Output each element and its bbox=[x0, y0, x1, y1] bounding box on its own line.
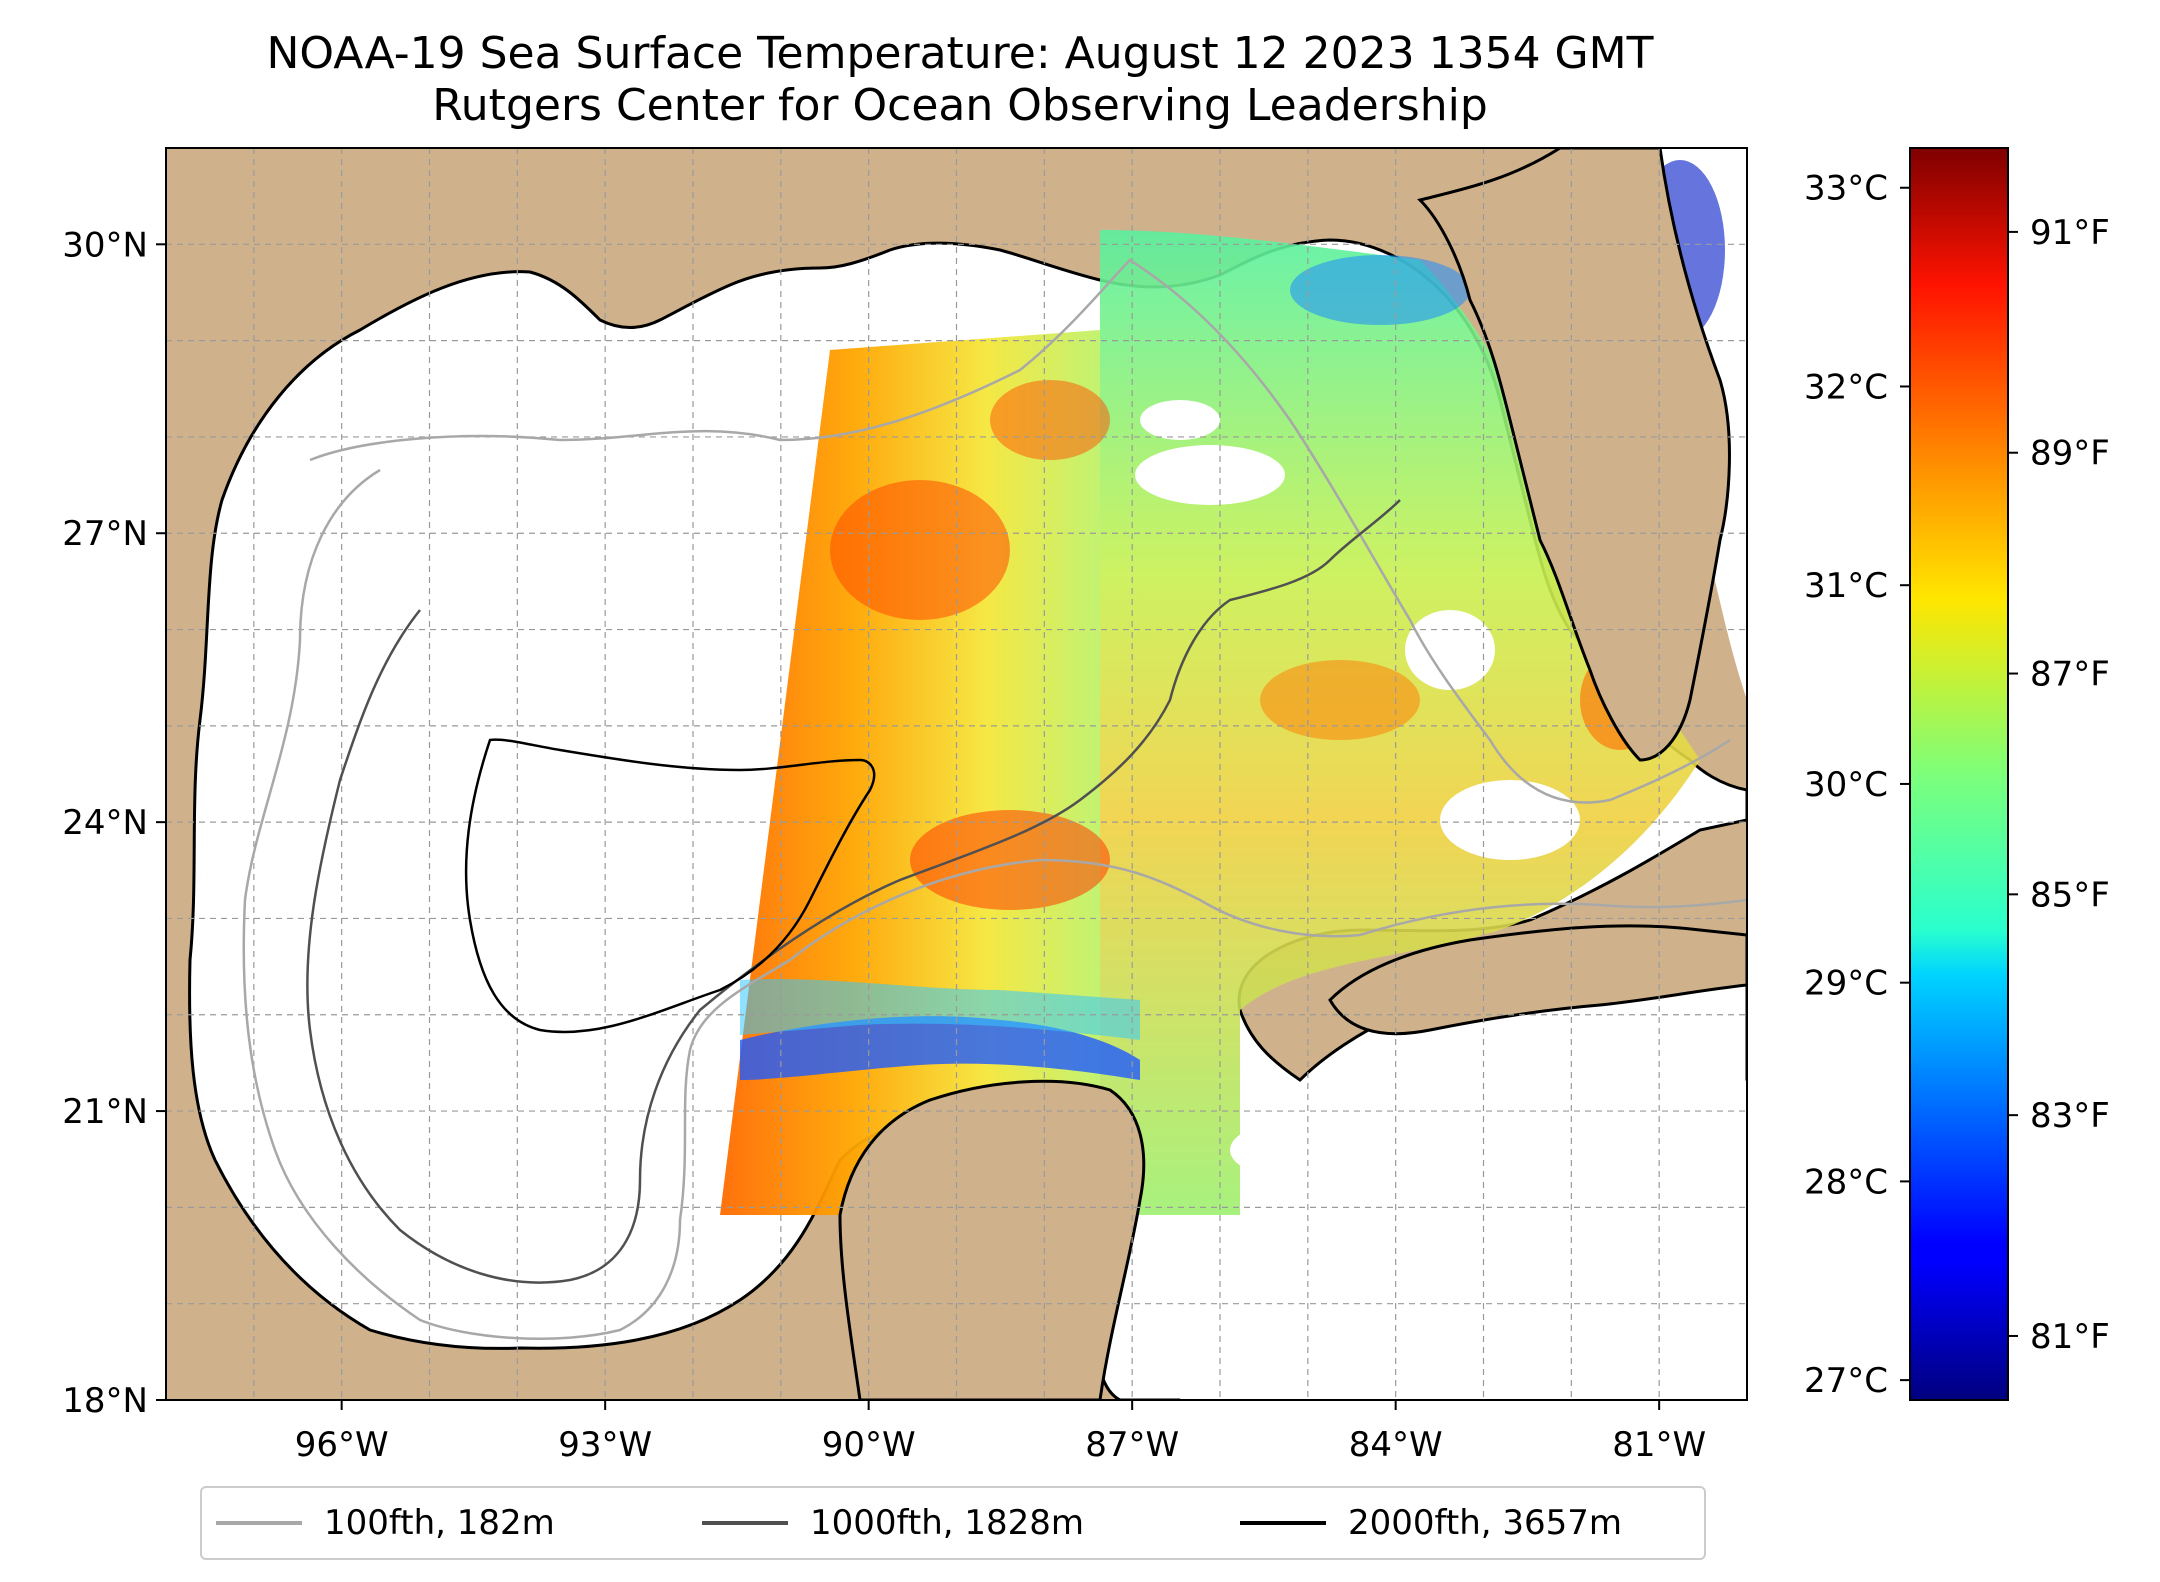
sst-warm-patch bbox=[910, 810, 1110, 910]
colorbar-celsius-label: 32°C bbox=[1804, 367, 1888, 407]
longitude-axis: 96°W 93°W 90°W 87°W 84°W 81°W bbox=[295, 1400, 1706, 1465]
colorbar-celsius-label: 30°C bbox=[1804, 765, 1888, 805]
lat-tick-label: 21°N bbox=[62, 1092, 148, 1132]
latitude-axis: 30°N 27°N 24°N 21°N 18°N bbox=[62, 225, 166, 1421]
sst-cool-patch bbox=[1290, 255, 1470, 325]
legend-entry-2000fth: 2000fth, 3657m bbox=[1240, 1488, 1622, 1558]
colorbar-fahrenheit-label: 87°F bbox=[2030, 655, 2110, 695]
lon-tick-label: 81°W bbox=[1612, 1425, 1706, 1465]
map-title: NOAA-19 Sea Surface Temperature: August … bbox=[266, 28, 1654, 79]
colorbar-celsius-label: 29°C bbox=[1804, 964, 1888, 1004]
map-frame bbox=[165, 147, 1748, 1401]
legend-label-100fth: 100fth, 182m bbox=[324, 1503, 555, 1543]
colorbar-scale bbox=[1909, 147, 2009, 1401]
colorbar-celsius-label: 33°C bbox=[1804, 169, 1888, 209]
contour-100fth bbox=[242, 468, 1747, 1340]
cloud-gap bbox=[1440, 780, 1580, 860]
colorbar-celsius-label: 31°C bbox=[1804, 566, 1888, 606]
legend-entry-1000fth: 1000fth, 1828m bbox=[702, 1488, 1084, 1558]
colorbar-fahrenheit-axis: 81°F 83°F 85°F 87°F 89°F 91°F bbox=[2008, 213, 2110, 1357]
colorbar-celsius-label: 27°C bbox=[1804, 1361, 1888, 1401]
legend-entry-100fth: 100fth, 182m bbox=[216, 1488, 555, 1558]
yucatan-land bbox=[838, 1079, 1146, 1400]
cloud-gap bbox=[1140, 400, 1220, 440]
lat-tick-label: 18°N bbox=[62, 1381, 148, 1421]
contour-legend: 100fth, 182m 1000fth, 1828m 2000fth, 365… bbox=[200, 1486, 1706, 1560]
legend-label-1000fth: 1000fth, 1828m bbox=[810, 1503, 1085, 1543]
lat-tick-label: 24°N bbox=[62, 803, 148, 843]
colorbar-fahrenheit-label: 89°F bbox=[2030, 434, 2110, 474]
cuba-land bbox=[1328, 924, 1747, 1036]
legend-swatch-100fth bbox=[216, 1521, 302, 1525]
lon-tick-label: 96°W bbox=[295, 1425, 389, 1465]
lat-tick-label: 27°N bbox=[62, 514, 148, 554]
colorbar-celsius-label: 28°C bbox=[1804, 1162, 1888, 1202]
legend-label-2000fth: 2000fth, 3657m bbox=[1348, 1503, 1623, 1543]
map-subtitle: Rutgers Center for Ocean Observing Leade… bbox=[432, 80, 1488, 131]
colorbar-celsius-axis: 27°C 28°C 29°C 30°C 31°C 32°C 33°C bbox=[1804, 169, 1910, 1401]
lon-tick-label: 90°W bbox=[822, 1425, 916, 1465]
cloud-gap bbox=[1405, 610, 1495, 690]
florida-land bbox=[1417, 148, 1731, 762]
lon-tick-label: 87°W bbox=[1085, 1425, 1179, 1465]
cloud-gap bbox=[1135, 445, 1285, 505]
colorbar-fahrenheit-label: 85°F bbox=[2030, 875, 2110, 915]
map-area bbox=[166, 148, 1747, 1400]
legend-swatch-2000fth bbox=[1240, 1521, 1326, 1525]
colorbar-fahrenheit-label: 83°F bbox=[2030, 1096, 2110, 1136]
sst-cyan-band bbox=[740, 978, 1140, 1040]
sst-cool-band bbox=[740, 1016, 1140, 1080]
sst-warm-patch bbox=[1260, 660, 1420, 740]
contour-100fth-north bbox=[309, 258, 1731, 804]
sst-warm-patch bbox=[990, 380, 1110, 460]
contour-1000fth bbox=[306, 499, 1401, 1284]
contour-2000fth bbox=[464, 738, 876, 1034]
colorbar-fahrenheit-label: 81°F bbox=[2030, 1317, 2110, 1357]
sst-warm-patch bbox=[830, 480, 1010, 620]
lon-tick-label: 93°W bbox=[558, 1425, 652, 1465]
caribbean-water bbox=[1180, 1080, 1747, 1400]
lon-tick-label: 84°W bbox=[1349, 1425, 1443, 1465]
colorbar-fahrenheit-label: 91°F bbox=[2030, 213, 2110, 253]
legend-swatch-1000fth bbox=[702, 1521, 788, 1525]
lat-tick-label: 30°N bbox=[62, 225, 148, 265]
cloud-gap bbox=[1230, 1120, 1370, 1180]
